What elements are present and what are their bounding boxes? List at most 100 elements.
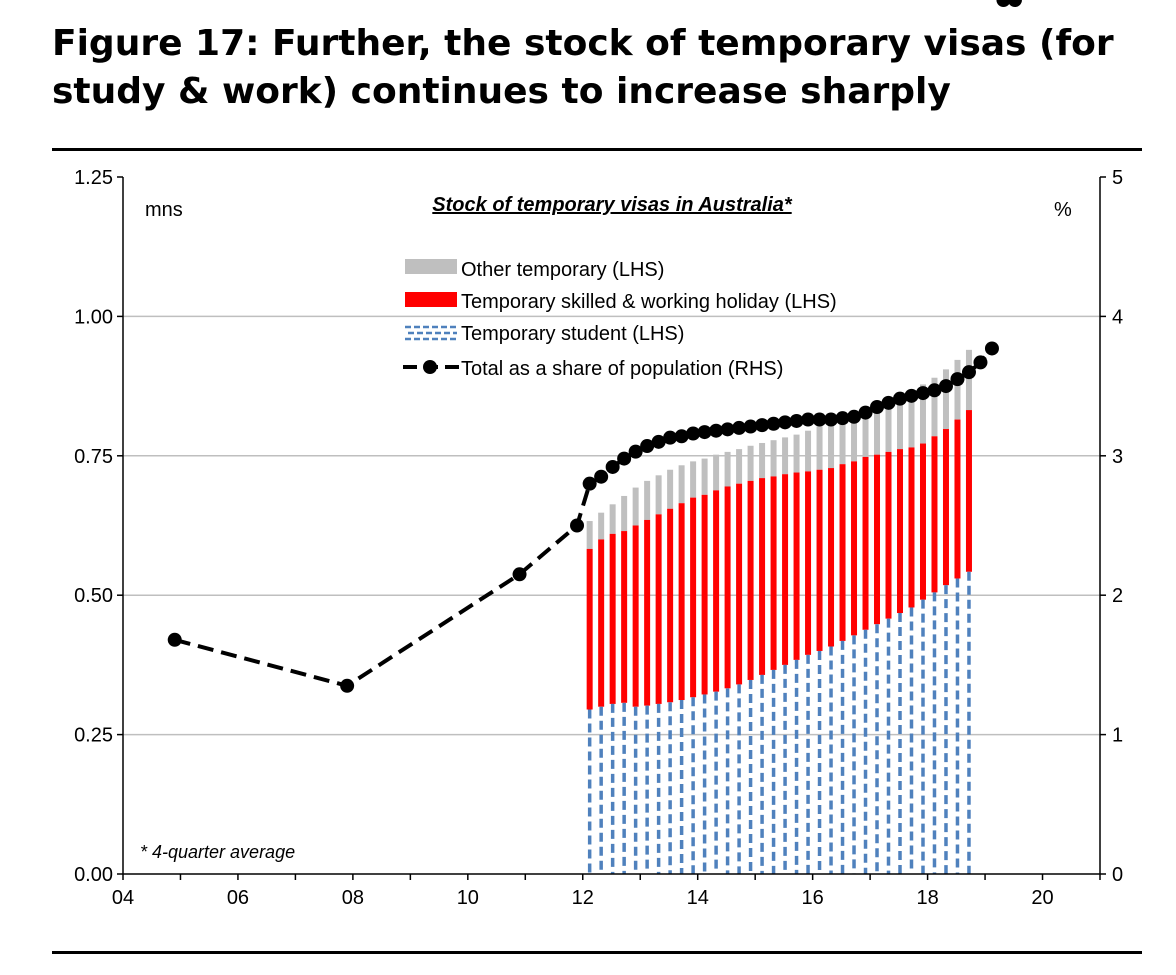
top-rule [52, 148, 1142, 151]
bar-other-temporary [954, 359, 961, 420]
share-of-population-point [743, 419, 758, 434]
share-of-population-point [570, 518, 585, 533]
bar-skilled-working-holiday [690, 497, 697, 698]
bottom-rule [52, 951, 1142, 954]
share-of-population-point [340, 678, 355, 693]
share-of-population-point [709, 423, 724, 438]
bar-other-temporary [621, 495, 628, 532]
bar-other-temporary [690, 461, 697, 498]
bar-other-temporary [770, 440, 777, 477]
x-tick-label: 20 [1031, 887, 1053, 909]
share-of-population-point [674, 429, 689, 444]
x-tick-label: 12 [572, 887, 594, 909]
share-of-population-point [893, 391, 908, 406]
bar-skilled-working-holiday [919, 443, 926, 600]
bar-skilled-working-holiday [770, 476, 777, 670]
legend: Other temporary (LHS) Temporary skilled … [403, 259, 837, 380]
share-of-population-point [996, 0, 1011, 7]
bar-skilled-working-holiday [667, 508, 674, 703]
bar-skilled-working-holiday [839, 464, 846, 641]
bar-other-temporary [655, 475, 662, 515]
chart-title: Stock of temporary visas in Australia* [432, 194, 793, 216]
share-of-population-point [801, 412, 816, 427]
x-tick-label: 06 [227, 887, 249, 909]
share-of-population-point [812, 412, 827, 427]
bar-skilled-working-holiday [954, 419, 961, 579]
bar-skilled-working-holiday [782, 474, 789, 665]
share-of-population-point [778, 415, 793, 430]
bar-skilled-working-holiday [851, 461, 858, 636]
right-y-tick-label: 4 [1112, 306, 1123, 328]
bar-skilled-working-holiday [678, 503, 685, 701]
share-of-population-point [582, 476, 597, 491]
bar-skilled-working-holiday [897, 449, 904, 614]
share-of-population-point [847, 409, 862, 424]
bar-other-temporary [701, 458, 708, 495]
bar-skilled-working-holiday [828, 468, 835, 647]
share-of-population-point [938, 379, 953, 394]
bar-other-temporary [782, 437, 789, 475]
bar-other-temporary [897, 395, 904, 450]
share-of-population-point [512, 567, 527, 582]
bar-skilled-working-holiday [644, 519, 651, 706]
left-y-tick-label: 0.50 [74, 585, 113, 607]
share-of-population-point [904, 388, 919, 403]
bar-skilled-working-holiday [862, 456, 869, 630]
bar-skilled-working-holiday [621, 531, 628, 703]
left-y-tick-label: 0.75 [74, 446, 113, 468]
bar-other-temporary [885, 400, 892, 452]
bar-skilled-working-holiday [885, 451, 892, 619]
bar-other-temporary [862, 407, 869, 457]
bar-other-temporary [759, 442, 766, 479]
bar-other-temporary [931, 377, 938, 437]
bar-skilled-working-holiday [586, 548, 593, 710]
bar-skilled-working-holiday [747, 480, 754, 680]
x-tick-label: 16 [802, 887, 824, 909]
legend-swatch-student [405, 325, 457, 341]
bar-other-temporary [609, 504, 616, 534]
share-of-population-point [651, 434, 666, 449]
left-axis-unit: mns [145, 199, 183, 221]
bar-other-temporary [713, 454, 720, 491]
bar-skilled-working-holiday [724, 486, 731, 689]
figure-title: Figure 17: Further, the stock of tempora… [52, 23, 1114, 112]
x-tick-label: 10 [457, 887, 479, 909]
bar-skilled-working-holiday [759, 478, 766, 675]
x-tick-label: 04 [112, 887, 134, 909]
right-y-tick-label: 1 [1112, 725, 1123, 747]
legend-label-line: Total as a share of population (RHS) [461, 358, 783, 380]
share-of-population-point [663, 430, 678, 445]
legend-label-other: Other temporary (LHS) [461, 259, 664, 281]
x-tick-label: 18 [916, 887, 938, 909]
share-of-population-point [1007, 0, 1022, 7]
share-of-population-point [640, 439, 655, 454]
bar-other-temporary [724, 451, 731, 487]
share-of-population-point [605, 459, 620, 474]
left-y-tick-label: 1.25 [74, 167, 113, 189]
bar-skilled-working-holiday [701, 494, 708, 695]
bar-other-temporary [908, 391, 915, 448]
bar-other-temporary [667, 469, 674, 509]
share-of-population-point [789, 413, 804, 428]
right-y-tick-label: 0 [1112, 864, 1123, 886]
footnote: * 4-quarter average [140, 842, 295, 862]
bar-other-temporary [632, 487, 639, 526]
right-y-tick-label: 2 [1112, 585, 1123, 607]
x-tick-label: 08 [342, 887, 364, 909]
bar-skilled-working-holiday [908, 447, 915, 608]
bar-other-temporary [736, 449, 743, 484]
left-y-tick-label: 0.25 [74, 725, 113, 747]
bar-skilled-working-holiday [598, 539, 605, 707]
legend-swatch-skilled [405, 292, 457, 307]
bar-other-temporary [919, 384, 926, 444]
bar-skilled-working-holiday [793, 472, 800, 660]
bar-other-temporary [598, 512, 605, 540]
bar-other-temporary [805, 430, 812, 472]
bar-other-temporary [793, 434, 800, 473]
bar-other-temporary [747, 445, 754, 481]
bar-other-temporary [816, 426, 823, 470]
left-y-tick-label: 1.00 [74, 306, 113, 328]
bar-skilled-working-holiday [874, 454, 881, 625]
